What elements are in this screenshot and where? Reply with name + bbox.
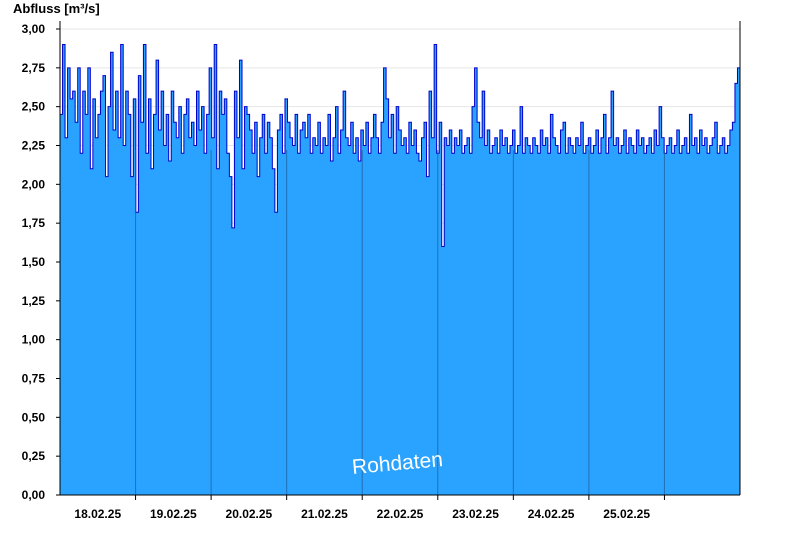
area-layer xyxy=(60,44,740,495)
y-tick-label: 0,75 xyxy=(22,372,46,386)
x-tick-label: 22.02.25 xyxy=(377,507,424,521)
y-tick-label: 1,25 xyxy=(22,294,46,308)
y-axis-label: Abfluss [m³/s] xyxy=(13,1,100,16)
y-tick-label: 2,50 xyxy=(22,100,46,114)
y-tick-label: 2,25 xyxy=(22,139,46,153)
y-tick-label: 0,25 xyxy=(22,449,46,463)
y-tick-label: 0,50 xyxy=(22,410,46,424)
x-tick-label: 19.02.25 xyxy=(150,507,197,521)
axis-layer xyxy=(59,21,741,496)
x-tick-label: 23.02.25 xyxy=(452,507,499,521)
day-separator-layer xyxy=(135,150,665,500)
discharge-line xyxy=(60,44,740,247)
x-tick-label: 24.02.25 xyxy=(528,507,575,521)
x-tick-label: 20.02.25 xyxy=(226,507,273,521)
y-tick-label: 3,00 xyxy=(22,22,46,36)
x-tick-label: 21.02.25 xyxy=(301,507,348,521)
y-tick-label: 1,75 xyxy=(22,216,46,230)
discharge-area xyxy=(60,44,740,495)
y-tick-label: 1,50 xyxy=(22,255,46,269)
y-tick-label: 0,00 xyxy=(22,488,46,502)
x-tick-label: 18.02.25 xyxy=(74,507,121,521)
x-tick-label: 25.02.25 xyxy=(603,507,650,521)
x-tick-labels: 18.02.25 19.02.25 20.02.25 21.02.25 22.02.25… xyxy=(74,507,650,521)
y-tick-label: 2,00 xyxy=(22,177,46,191)
y-tick-labels: 0,00 0,25 0,50 0,75 1,00 1,25 1,50 1,75 2,00 2,25… xyxy=(22,22,46,502)
y-tick-label: 2,75 xyxy=(22,61,46,75)
y-tick-label: 1,00 xyxy=(22,333,46,347)
